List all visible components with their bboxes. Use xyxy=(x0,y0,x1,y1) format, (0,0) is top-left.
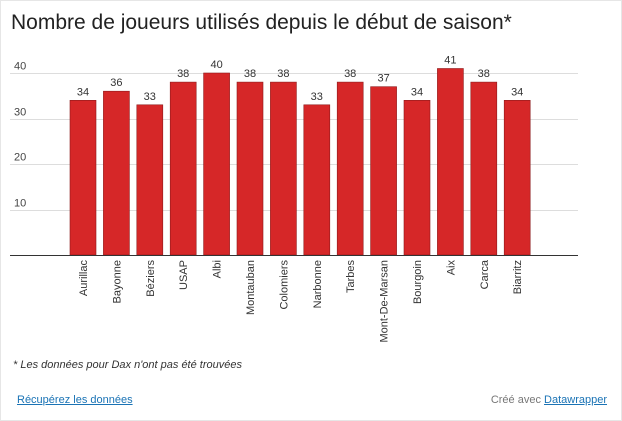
bar-mont-de-marsan xyxy=(370,86,397,256)
x-tick-label: USAP xyxy=(178,260,190,290)
value-labels: 34 36 33 38 40 38 38 33 38 37 34 41 38 34 xyxy=(77,55,523,103)
datawrapper-link[interactable]: Datawrapper xyxy=(544,394,607,406)
y-tick-label: 20 xyxy=(14,152,26,164)
x-tick-label: Tarbes xyxy=(345,260,357,294)
value-label: 33 xyxy=(144,91,156,103)
x-tick-label: Narbonne xyxy=(312,260,324,308)
value-label: 41 xyxy=(444,55,456,67)
bar-albi xyxy=(203,72,230,256)
created-with-label: Créé avec xyxy=(490,394,541,406)
x-tick-label: Mont-De-Marsan xyxy=(379,260,391,343)
value-label: 36 xyxy=(110,77,122,89)
bar-aurillac xyxy=(69,100,97,256)
bar-biarritz xyxy=(503,100,531,256)
x-tick-label: Béziers xyxy=(145,260,157,297)
value-label: 38 xyxy=(244,68,256,80)
x-tick-label: Albi xyxy=(212,260,224,278)
x-axis-labels: Aurillac Bayonne Béziers USAP Albi Montauban C… xyxy=(78,259,524,342)
bar-bayonne xyxy=(103,90,130,256)
value-label: 37 xyxy=(377,73,389,85)
bar-bourgoin xyxy=(403,100,431,256)
value-label: 38 xyxy=(478,68,490,80)
x-tick-label: Montauban xyxy=(245,260,257,315)
bar-carca xyxy=(470,81,498,256)
x-tick-label: Aix xyxy=(445,260,457,276)
x-tick-label: Bayonne xyxy=(111,260,123,303)
bar-tarbes xyxy=(336,81,364,256)
credit-line: Créé avec Datawrapper xyxy=(491,394,607,406)
bar-b-ziers xyxy=(136,104,164,256)
chart-title: Nombre de joueurs utilisés depuis le déb… xyxy=(11,11,512,34)
x-tick-label: Aurillac xyxy=(78,260,90,297)
value-label: 34 xyxy=(511,86,523,98)
value-label: 34 xyxy=(77,86,89,98)
value-label: 38 xyxy=(344,68,356,80)
value-label: 38 xyxy=(177,68,189,80)
bar-usap xyxy=(169,81,197,256)
bar-colomiers xyxy=(270,81,297,256)
x-tick-label: Colomiers xyxy=(278,260,290,310)
value-label: 40 xyxy=(210,59,222,71)
footnote: * Les données pour Dax n'ont pas été tro… xyxy=(13,359,242,371)
bars xyxy=(69,68,531,256)
bar-montauban xyxy=(236,81,264,256)
bar-aix xyxy=(437,68,464,256)
value-label: 38 xyxy=(277,68,289,80)
value-label: 34 xyxy=(411,86,423,98)
y-tick-label: 40 xyxy=(14,61,26,73)
y-tick-label: 10 xyxy=(14,198,26,210)
x-tick-label: Bourgoin xyxy=(412,260,424,304)
get-data-link[interactable]: Récupérez les données xyxy=(17,394,133,406)
y-tick-label: 30 xyxy=(14,107,26,119)
x-tick-label: Biarritz xyxy=(512,260,524,294)
value-label: 33 xyxy=(311,91,323,103)
x-tick-label: Carca xyxy=(479,259,491,289)
bar-narbonne xyxy=(303,104,331,256)
